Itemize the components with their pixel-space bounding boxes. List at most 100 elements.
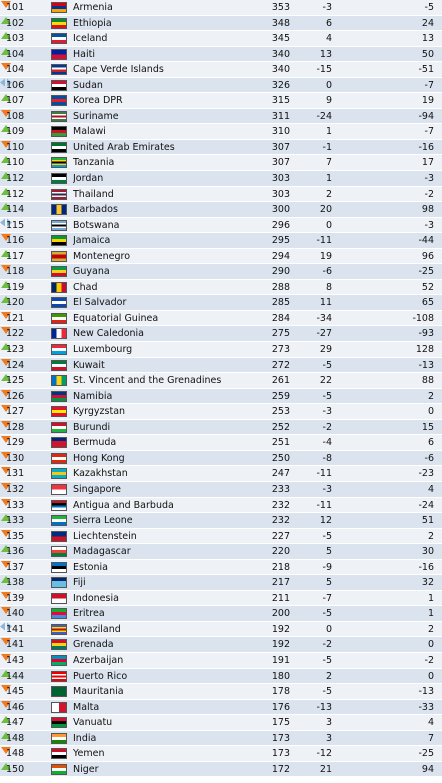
country-name-link[interactable]: Sierra Leone [73,515,133,527]
rank-cell: 131 [6,468,25,480]
change-cell: -11 [316,468,332,480]
country-name-link[interactable]: Kuwait [73,359,105,371]
table-row: 112 Thailand 303 2 -2 [0,186,442,203]
country-name-link[interactable]: Armenia [73,2,113,13]
country-name-link[interactable]: Haiti [73,48,95,60]
change-cell: 19 [319,250,332,262]
country-name-link[interactable]: Korea DPR [73,95,123,107]
previous-change-cell: -7 [424,79,434,91]
country-name-link[interactable]: Malawi [73,126,106,138]
country-name-link[interactable]: Thailand [73,188,114,200]
rank-cell: 107 [6,95,25,107]
country-name-link[interactable]: Sudan [73,79,103,91]
country-name-link[interactable]: Liechtenstein [73,530,137,542]
flag-icon [51,515,67,527]
points-cell: 300 [271,204,290,216]
points-cell: 200 [271,608,290,620]
country-name-link[interactable]: Eritrea [73,608,105,620]
country-name-link[interactable]: Burundi [73,421,111,433]
previous-change-cell: 32 [421,577,434,589]
table-row: 141 Grenada 192 -2 0 [0,637,442,653]
points-cell: 348 [271,17,290,29]
points-cell: 340 [271,48,290,60]
country-name-link[interactable]: Luxembourg [73,344,133,356]
country-name-link[interactable]: Fiji [73,577,86,589]
country-name-link[interactable]: Puerto Rico [73,670,128,682]
country-name-link[interactable]: Malta [73,701,100,713]
country-name-link[interactable]: Hong Kong [73,452,125,464]
country-name-link[interactable]: Madagascar [73,546,131,558]
trend-icon [1,482,11,490]
country-name-link[interactable]: Vanuatu [73,717,113,729]
points-cell: 233 [271,483,290,495]
country-name-link[interactable]: India [73,732,97,744]
country-name-link[interactable]: Singapore [73,483,121,495]
country-name-link[interactable]: United Arab Emirates [73,141,175,153]
country-name-link[interactable]: Namibia [73,390,113,402]
flag-icon [51,141,67,153]
trend-icon [1,498,11,506]
change-cell: 5 [325,577,332,589]
rank-cell: 116 [6,235,25,247]
trend-icon [1,669,11,677]
rank-cell: 118 [6,266,25,278]
country-name-link[interactable]: Guyana [73,266,110,278]
flag-icon [51,437,67,449]
country-name-link[interactable]: Yemen [73,748,105,760]
country-name-link[interactable]: Barbados [73,204,118,216]
table-row: 125 St. Vincent and the Grenadines 261 2… [0,373,442,389]
country-name-link[interactable]: Botswana [73,219,120,231]
previous-change-cell: 51 [421,515,434,527]
country-name-link[interactable]: St. Vincent and the Grenadines [73,375,222,387]
trend-icon [1,638,11,646]
country-name-link[interactable]: Equatorial Guinea [73,312,159,324]
country-name-link[interactable]: New Caledonia [73,328,145,340]
points-cell: 250 [271,452,290,464]
table-row: 140 Eritrea 200 -5 1 [0,606,442,622]
country-name-link[interactable]: Iceland [73,33,108,45]
country-name-link[interactable]: Antigua and Barbuda [73,499,174,511]
points-cell: 220 [271,546,290,558]
trend-icon [1,343,11,351]
trend-icon [1,405,11,413]
country-name-link[interactable]: Swaziland [73,623,121,635]
country-name-link[interactable]: Jamaica [73,235,111,247]
previous-change-cell: 52 [421,281,434,293]
change-cell: -34 [316,312,332,324]
country-name-link[interactable]: Kyrgyzstan [73,406,126,418]
rank-cell: 150 [6,763,25,775]
change-cell: 3 [325,717,332,729]
flag-icon [51,701,67,713]
country-name-link[interactable]: Niger [73,763,99,775]
change-cell: -1 [322,141,332,153]
country-name-link[interactable]: Suriname [73,110,119,122]
trend-icon [0,78,12,87]
country-name-link[interactable]: El Salvador [73,297,127,309]
country-name-link[interactable]: Estonia [73,561,108,573]
country-name-link[interactable]: Azerbaijan [73,654,124,666]
country-name-link[interactable]: Chad [73,281,98,293]
country-name-link[interactable]: Mauritania [73,686,124,698]
country-name-link[interactable]: Tanzania [73,157,115,169]
table-row: 103 Iceland 345 4 13 [0,31,442,47]
previous-change-cell: 15 [421,421,434,433]
table-row: 124 Kuwait 272 -5 -13 [0,357,442,374]
country-name-link[interactable]: Montenegro [73,250,131,262]
flag-icon [51,639,67,651]
country-name-link[interactable]: Cape Verde Islands [73,64,164,76]
country-name-link[interactable]: Bermuda [73,437,117,449]
change-cell: 9 [325,95,332,107]
previous-change-cell: -44 [418,235,434,247]
country-name-link[interactable]: Indonesia [73,592,119,604]
rank-cell: 127 [6,406,25,418]
country-name-link[interactable]: Kazakhstan [73,468,128,480]
flag-icon [51,344,67,356]
country-name-link[interactable]: Grenada [73,639,114,651]
flag-icon [51,452,67,464]
previous-change-cell: 4 [427,483,434,495]
previous-change-cell: -3 [424,173,434,185]
trend-icon [1,172,11,180]
country-name-link[interactable]: Ethiopia [73,17,112,29]
country-name-link[interactable]: Jordan [73,173,104,185]
points-cell: 307 [271,157,290,169]
